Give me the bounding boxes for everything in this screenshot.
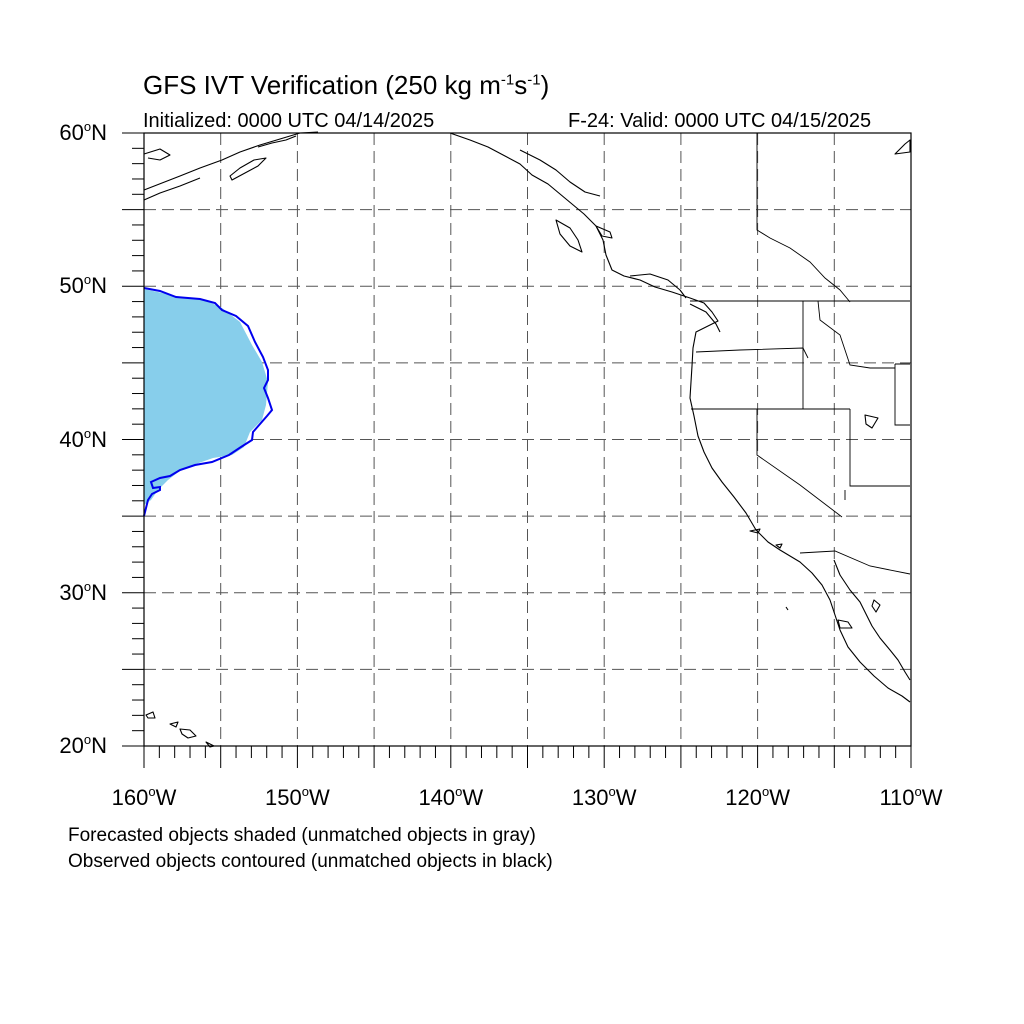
lat-label-30: 30oN [59,578,107,605]
valid-time: F-24: Valid: 0000 UTC 04/15/2025 [568,110,872,132]
political-borders [690,133,911,575]
coastlines [143,131,911,748]
plot-frame [143,132,912,747]
initialized-time: Initialized: 0000 UTC 04/14/2025 [143,110,435,132]
legend-note-forecast: Forecasted objects shaded (unmatched obj… [68,825,536,846]
axis-ticks [122,132,912,768]
lon-label-110: 110oW [879,784,943,810]
forecast-ivt-object [144,289,268,505]
gridlines [144,133,911,746]
lat-label-20: 20oN [59,732,107,758]
lon-label-140: 140oW [418,784,484,810]
lat-label-60: 60oN [59,119,107,145]
observed-ivt-contour [143,287,274,517]
legend-note-observed: Observed objects contoured (unmatched ob… [68,851,553,872]
lat-label-40: 40oN [59,425,107,452]
lon-label-120: 120oW [725,784,790,810]
lon-label-130: 130oW [571,784,637,810]
map-title: GFS IVT Verification (250 kg m-1s-1) [143,70,550,100]
lat-label-50: 50oN [59,272,107,299]
lon-label-150: 150oW [265,784,330,810]
lon-label-160: 160oW [111,784,177,810]
